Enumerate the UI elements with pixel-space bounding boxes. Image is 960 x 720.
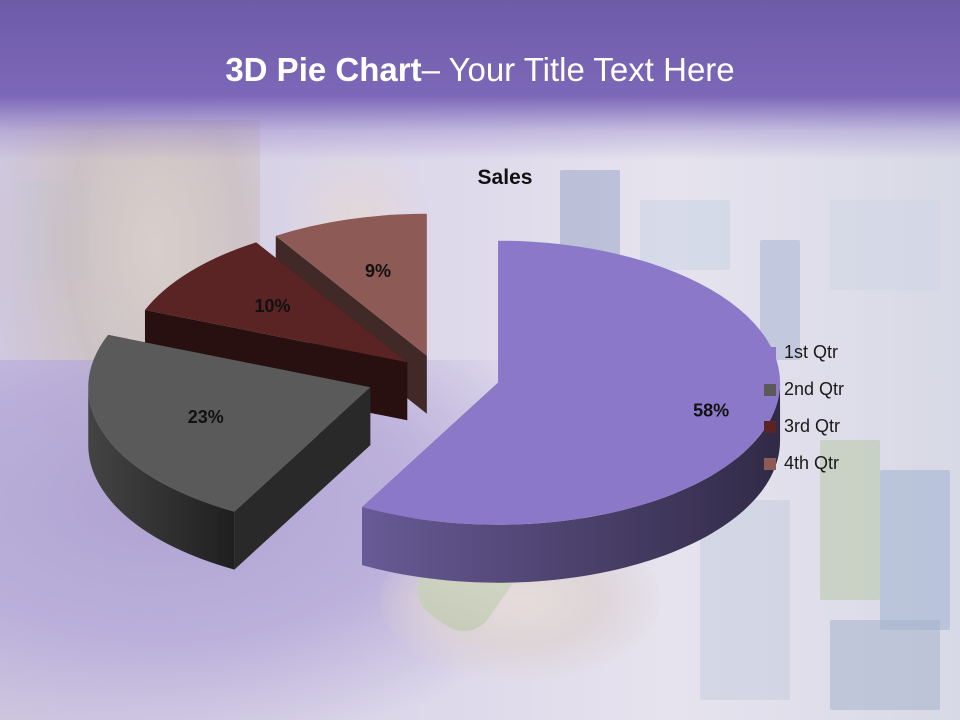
chart-title: Sales (477, 166, 533, 189)
pie-slice-top (275, 213, 427, 356)
legend-swatch (764, 346, 776, 359)
shelf-item (560, 170, 620, 260)
legend-label: 4th Qtr (784, 453, 840, 473)
legend-item: 1st Qtr (764, 334, 844, 371)
pie-slice-edge (362, 382, 781, 583)
pie-slice-2 (88, 334, 371, 570)
legend-label: 1st Qtr (784, 342, 839, 362)
legend-item: 2nd Qtr (764, 371, 844, 408)
pie-slice-top (144, 242, 408, 363)
legend: 1st Qtr 2nd Qtr 3rd Qtr 4th Qtr (764, 334, 844, 482)
data-label-3: 10% (254, 296, 290, 316)
title-bold: 3D Pie Chart (225, 51, 422, 88)
shelf-item (880, 470, 950, 630)
shelf-item (830, 200, 940, 290)
shelf-item (820, 440, 880, 600)
legend-swatch (764, 420, 776, 433)
legend-label: 3rd Qtr (784, 416, 841, 436)
legend-item: 4th Qtr (764, 445, 844, 482)
shelf-item (700, 500, 790, 700)
legend-label: 2nd Qtr (784, 379, 845, 399)
header-bar (0, 0, 960, 160)
pie-slice-top (88, 334, 371, 512)
pie-slice-edge (88, 387, 235, 570)
data-label-4: 9% (365, 261, 391, 281)
shelf-item (830, 620, 940, 710)
shelf-item (640, 200, 730, 270)
data-label-2: 23% (188, 407, 224, 427)
pie-slice-top (362, 240, 781, 525)
legend-swatch (764, 383, 776, 396)
title-rest: – Your Title Text Here (421, 51, 735, 88)
legend-swatch (764, 457, 776, 470)
data-label-1: 58% (693, 400, 729, 420)
legend-item: 3rd Qtr (764, 408, 844, 445)
pie-slice-1 (362, 240, 781, 583)
slide-title: 3D Pie Chart– Your Title Text Here (0, 48, 960, 92)
